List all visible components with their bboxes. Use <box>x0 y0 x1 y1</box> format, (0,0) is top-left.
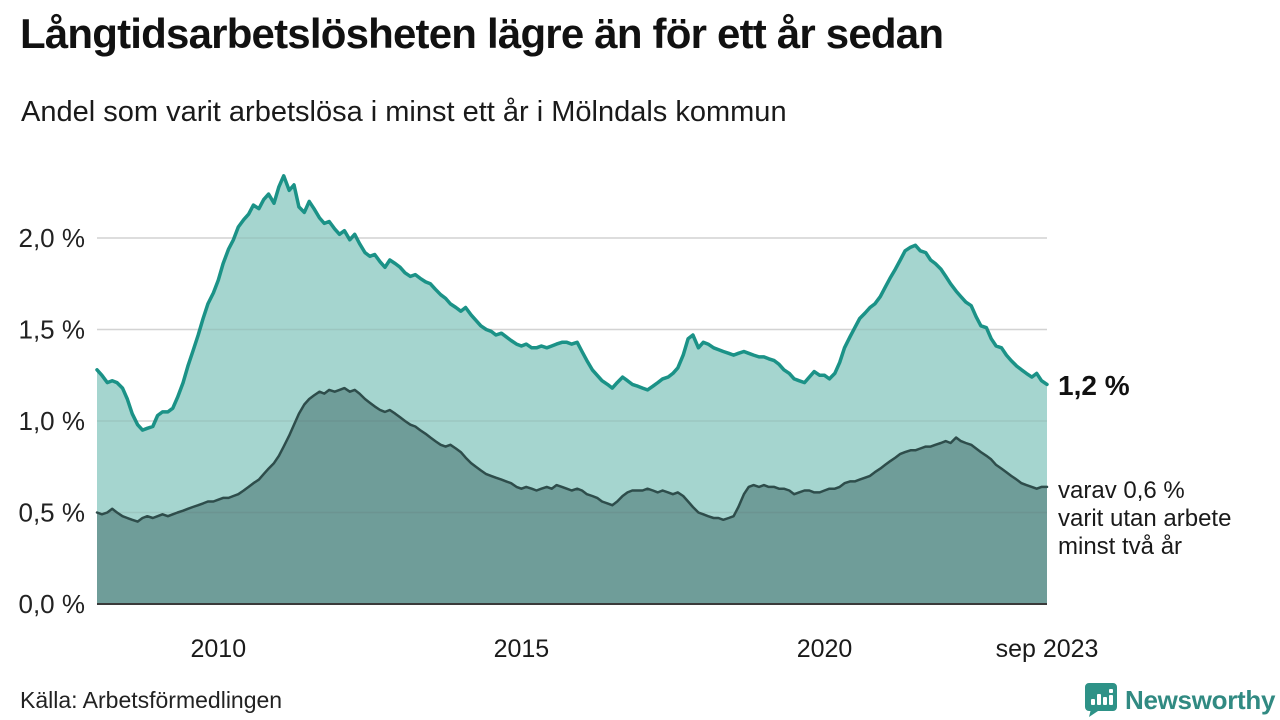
y-tick-label-2,0 %: 2,0 % <box>19 223 86 253</box>
newsworthy-logo: Newsworthy <box>1084 682 1275 718</box>
secondary-note-line-2: varit utan arbete <box>1058 505 1232 532</box>
newsworthy-bubble-chart-icon <box>1085 683 1117 717</box>
y-tick-label-0,5 %: 0,5 % <box>19 498 86 528</box>
series-1-line <box>95 174 1049 432</box>
page-title: Långtidsarbetslösheten lägre än för ett … <box>20 10 944 57</box>
secondary-note-line-1: varav 0,6 % <box>1058 477 1185 504</box>
y-tick-label-0,0 %: 0,0 % <box>19 589 86 619</box>
secondary-series-note: varav 0,6 % varit utan arbete minst två … <box>1058 477 1231 561</box>
source-credit: Källa: Arbetsförmedlingen <box>20 687 283 713</box>
brand-name: Newsworthy <box>1125 684 1276 715</box>
chart-subtitle: Andel som varit arbetslösa i minst ett å… <box>21 96 787 128</box>
series-2-area <box>97 388 1047 604</box>
x-tick-label-2015: 2015 <box>494 635 550 663</box>
latest-value-label: 1,2 % <box>1058 370 1130 401</box>
y-tick-label-1,5 %: 1,5 % <box>19 315 86 345</box>
secondary-note-line-3: minst två år <box>1058 533 1183 560</box>
series-2-line <box>95 386 1049 523</box>
x-tick-label-2020: 2020 <box>797 635 853 663</box>
x-tick-label-sep 2023: sep 2023 <box>996 635 1099 663</box>
x-tick-label-2010: 2010 <box>190 635 246 663</box>
y-tick-label-1,0 %: 1,0 % <box>19 406 86 436</box>
